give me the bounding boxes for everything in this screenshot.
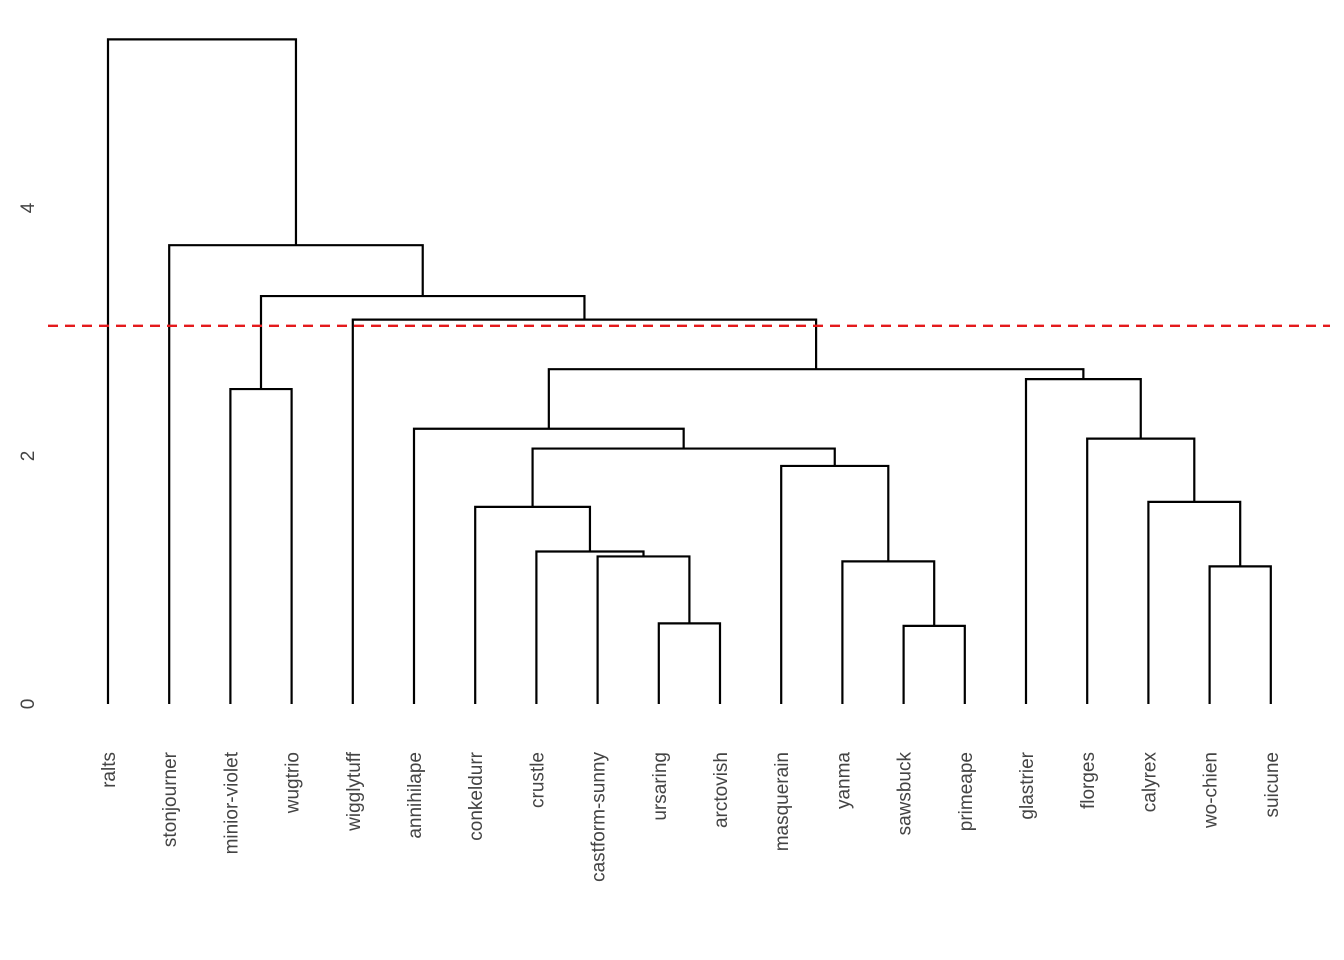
dendrogram-branch [547, 368, 1085, 429]
leaf-label: stonjourner [160, 751, 181, 847]
leaf-label: masquerain [772, 752, 793, 851]
leaf-label: castform-sunny [589, 752, 610, 882]
leaf-label: crustle [527, 752, 548, 808]
leaf-label: suicune [1262, 752, 1283, 818]
dendrogram-branches [106, 38, 1272, 704]
leaf-label: ursaring [650, 752, 671, 821]
dendrogram-branch [841, 560, 936, 704]
dendrogram-branch [1086, 437, 1196, 704]
leaf-label: primeape [956, 752, 977, 831]
leaf-label: wo-chien [1201, 752, 1222, 829]
leaf-label: annihilape [405, 752, 426, 839]
y-tick-label: 0 [18, 699, 39, 710]
leaf-label: wigglytuff [344, 751, 365, 832]
leaf-label: yanma [833, 752, 854, 809]
dendrogram-branch [657, 622, 722, 704]
dendrogram-branch [106, 38, 298, 704]
leaf-label: calyrex [1139, 752, 1160, 813]
dendrogram-branch [229, 387, 293, 704]
dendrogram-branch [535, 550, 645, 704]
dendrogram-branch [596, 555, 691, 704]
y-tick-label: 4 [18, 202, 39, 213]
dendrogram-branch [1024, 378, 1142, 704]
leaf-labels: ralts stonjourner minior-violet wugtrio wigg… [99, 751, 1283, 882]
leaf-label: wugtrio [283, 752, 304, 814]
leaf-label: florges [1078, 752, 1099, 809]
leaf-label: ralts [99, 752, 120, 788]
leaf-label: arctovish [711, 752, 732, 828]
dendrogram-branch [412, 427, 685, 704]
leaf-label: conkeldurr [466, 751, 487, 840]
dendrogram-branch [168, 244, 424, 704]
dendrogram-branch [780, 464, 890, 704]
dendrogram-branch [1208, 565, 1272, 704]
dendrogram-branch [259, 294, 586, 390]
dendrogram-branch [474, 505, 592, 704]
dendrogram-branch [531, 447, 836, 507]
y-tick-label: 2 [18, 451, 39, 462]
dendrogram-branch [1147, 500, 1242, 704]
leaf-label: sawsbuck [895, 752, 916, 836]
dendrogram-branch [351, 318, 818, 704]
leaf-label: glastrier [1017, 751, 1038, 819]
y-axis: 0 2 4 [18, 202, 39, 709]
dendrogram-branch [902, 624, 966, 704]
leaf-label: minior-violet [221, 751, 242, 854]
